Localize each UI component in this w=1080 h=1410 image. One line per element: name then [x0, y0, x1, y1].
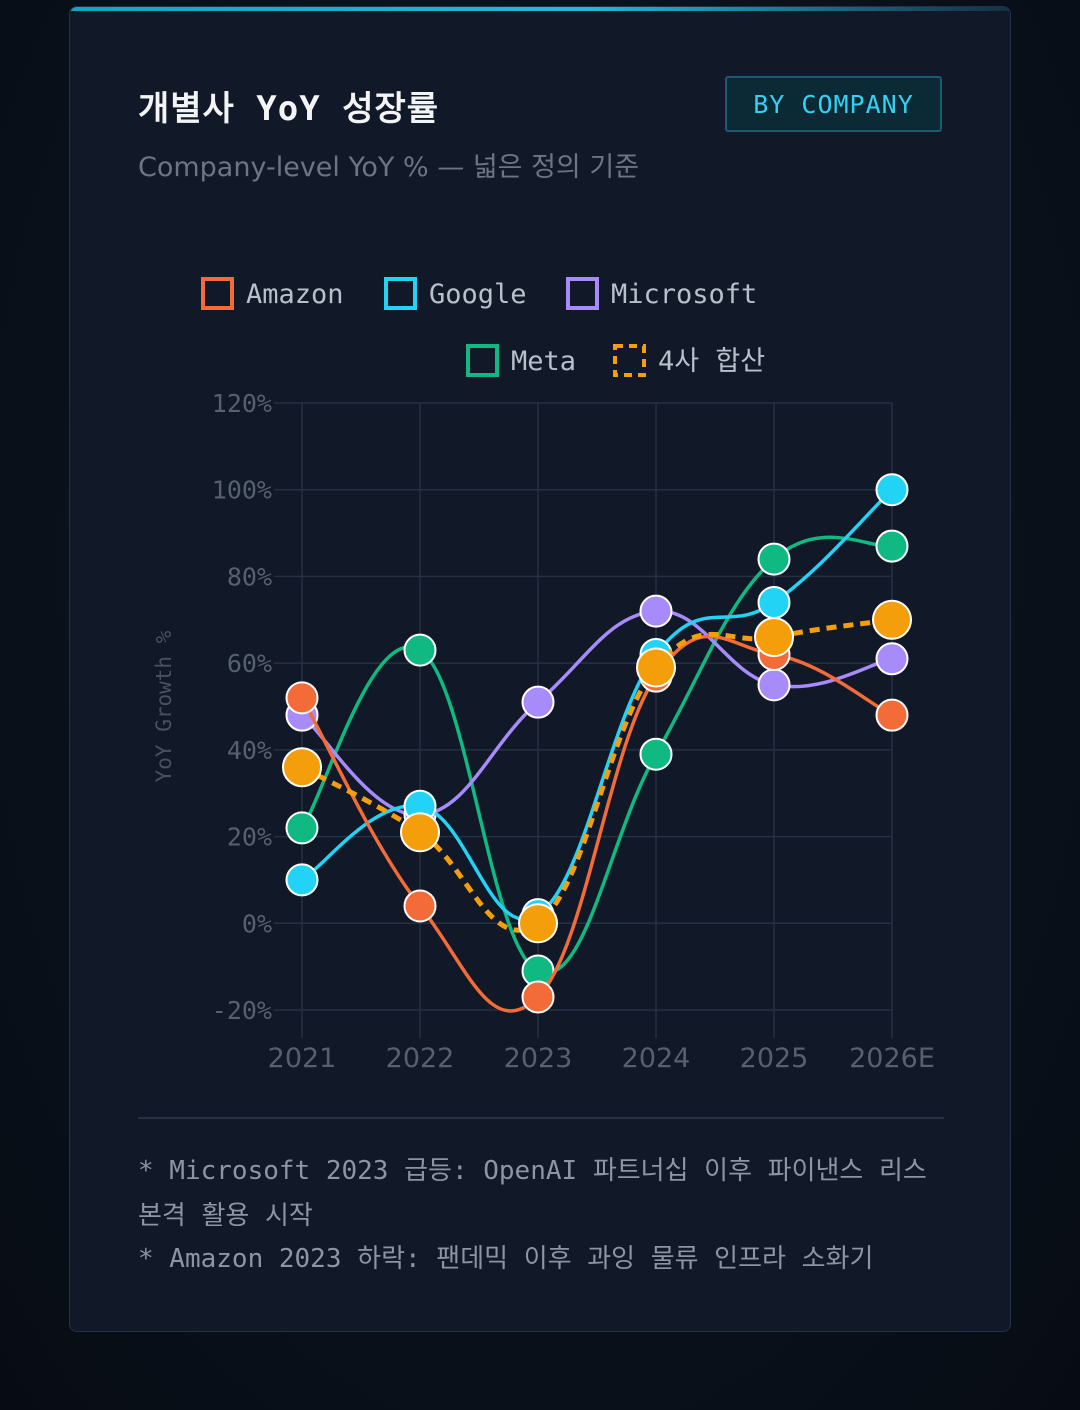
y-tick-label: 100% — [212, 476, 272, 505]
legend-swatch-1 — [384, 277, 417, 310]
note-microsoft: * Microsoft 2023 급등: OpenAI 파트너십 이후 파이낸스… — [138, 1156, 927, 1231]
series-1-point — [757, 585, 791, 619]
card-title: 개별사 YoY 성장률 — [138, 89, 440, 129]
card-accent-bar — [70, 7, 1010, 11]
series-0-point — [403, 889, 437, 923]
y-tick-label: 60% — [227, 649, 272, 678]
series-2-point — [875, 642, 909, 676]
company-badge: BY COMPANY — [725, 76, 942, 132]
series-2-point — [521, 685, 555, 719]
chart-card: 개별사 YoY 성장률 Company-level YoY % — 넓은 정의 … — [69, 6, 1011, 1332]
x-tick-label: 2025 — [740, 1043, 809, 1074]
series-4-line — [300, 617, 893, 933]
x-tick-label: 2023 — [504, 1043, 573, 1074]
series-3-point — [875, 529, 909, 563]
card-subtitle: Company-level YoY % — 넓은 정의 기준 — [138, 152, 640, 183]
series-3-point — [285, 811, 319, 845]
series-4-point — [754, 617, 794, 658]
legend-swatch-0 — [201, 277, 234, 310]
legend-label-2: Microsoft — [611, 279, 757, 310]
y-tick-label: -20% — [212, 996, 272, 1025]
x-tick-label: 2024 — [622, 1043, 691, 1074]
x-tick-label: 2022 — [386, 1043, 455, 1074]
legend-swatch-3 — [466, 344, 499, 377]
series-0-line — [300, 634, 893, 1013]
x-tick-label: 2021 — [268, 1043, 337, 1074]
yoy-line-chart: -20% 0% 20% 40% 60% 80% 100% 120% 2021 2022 2023 20… — [152, 277, 935, 1074]
series-4-point — [872, 599, 912, 640]
y-tick-label: 20% — [227, 823, 272, 852]
legend-swatch-4 — [613, 344, 646, 377]
series-2-point — [757, 668, 791, 702]
x-tick-label: 2026E — [849, 1043, 935, 1074]
series-3-point — [639, 737, 673, 771]
series-4-point — [282, 747, 322, 788]
series-4-point — [518, 903, 558, 944]
legend-label-1: Google — [429, 279, 527, 310]
y-axis-label: YoY Growth % — [152, 630, 176, 782]
series-3-line — [300, 535, 893, 975]
notes-divider — [138, 1117, 944, 1119]
legend-label-4: 4사 합산 — [658, 346, 765, 377]
series-1-point — [875, 473, 909, 507]
series-3-point — [403, 633, 437, 667]
series-1-point — [285, 863, 319, 897]
legend-swatch-2 — [566, 277, 599, 310]
series-4-point — [636, 647, 676, 688]
series-1-line — [301, 488, 894, 921]
legend-label-0: Amazon — [246, 279, 344, 310]
legend-label-3: Meta — [511, 346, 576, 377]
series-3-point — [757, 542, 791, 576]
y-tick-label: 120% — [212, 389, 272, 418]
series-0-point — [521, 980, 555, 1014]
y-tick-label: 80% — [227, 562, 272, 591]
series-0-point — [875, 698, 909, 732]
series-4-point — [400, 812, 440, 853]
series-0-point — [285, 681, 319, 715]
y-tick-label: 40% — [227, 736, 272, 765]
note-amazon: * Amazon 2023 하락: 팬데믹 이후 과잉 물류 인프라 소화기 — [138, 1244, 874, 1274]
y-tick-label: 0% — [242, 909, 272, 938]
series-2-line — [300, 609, 893, 817]
series-2-point — [639, 594, 673, 628]
